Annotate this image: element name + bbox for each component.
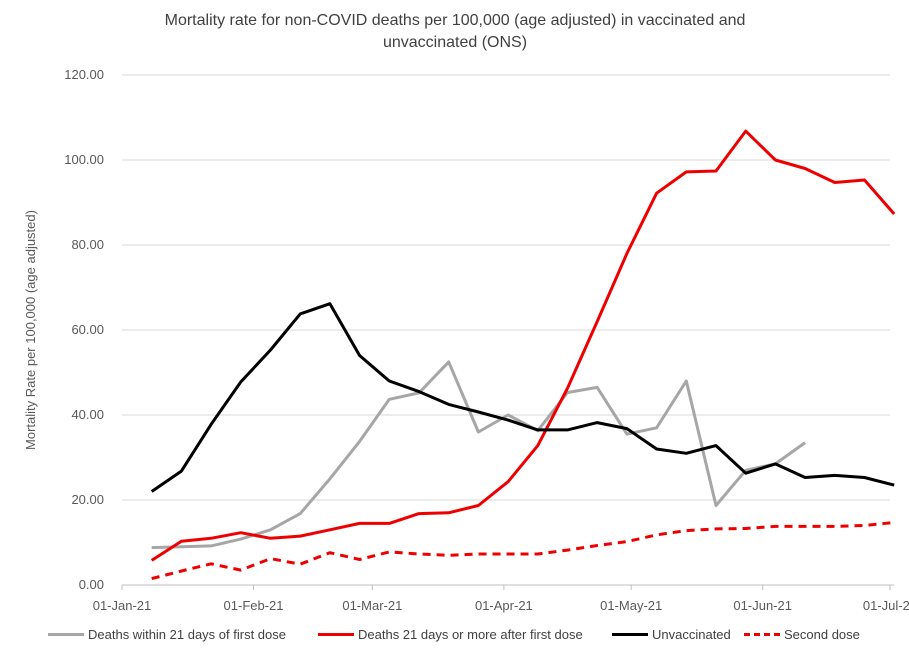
legend-item-after-first-dose: Deaths 21 days or more after first dose	[318, 627, 583, 642]
x-tick-label: 01-Jul-21	[863, 598, 909, 613]
tick-labels: 0.00 20.00 40.00 60.00 80.00 100.00 120.00 01-J…	[64, 67, 909, 613]
x-tick-label: 01-Apr-21	[475, 598, 533, 613]
series-lines	[150, 129, 896, 581]
legend-label: Deaths within 21 days of first dose	[88, 627, 286, 642]
chart-title-line-1: Mortality rate for non-COVID deaths per …	[164, 12, 746, 29]
legend-label: Second dose	[784, 627, 860, 642]
legend-swatch-red-line	[318, 633, 354, 636]
legend-label: Deaths 21 days or more after first dose	[358, 627, 583, 642]
x-tick-label: 01-May-21	[600, 598, 662, 613]
x-tick-label: 01-Jan-21	[93, 598, 152, 613]
chart-title-line-2: unvaccinated (ONS)	[382, 34, 528, 51]
axes	[121, 584, 894, 590]
legend-item-second-dose: Second dose	[744, 627, 860, 642]
y-tick-label: 80.00	[71, 237, 104, 252]
y-tick-label: 20.00	[71, 492, 104, 507]
x-tick-label: 01-Jun-21	[733, 598, 792, 613]
legend-swatch-grey-line	[48, 633, 84, 636]
series-line-second-dose	[151, 521, 895, 581]
series-line-within-21-days-first-dose	[151, 360, 806, 550]
legend-label: Unvaccinated	[652, 627, 731, 642]
y-tick-label: 60.00	[71, 322, 104, 337]
y-tick-label: 40.00	[71, 407, 104, 422]
series-line-21-days-after-first-dose	[150, 129, 896, 562]
legend-item-first-dose-21-days: Deaths within 21 days of first dose	[48, 627, 286, 642]
series-line-unvaccinated	[150, 302, 895, 493]
legend: Deaths within 21 days of first dose Deat…	[0, 627, 909, 647]
x-tick-label: 01-Mar-21	[342, 598, 402, 613]
y-axis-title: Mortality Rate per 100,000 (age adjusted…	[23, 210, 38, 450]
chart-plot-area: 0.00 20.00 40.00 60.00 80.00 100.00 120.00 01-J…	[23, 67, 909, 613]
y-tick-label: 100.00	[64, 152, 104, 167]
y-tick-label: 120.00	[64, 67, 104, 82]
legend-swatch-red-dashed-line	[744, 633, 780, 636]
x-tick-label: 01-Feb-21	[224, 598, 284, 613]
legend-swatch-black-line	[612, 633, 648, 636]
chart-title: Mortality rate for non-COVID deaths per …	[90, 10, 820, 54]
gridlines	[122, 74, 890, 501]
y-tick-label: 0.00	[79, 577, 104, 592]
legend-item-unvaccinated: Unvaccinated	[612, 627, 731, 642]
